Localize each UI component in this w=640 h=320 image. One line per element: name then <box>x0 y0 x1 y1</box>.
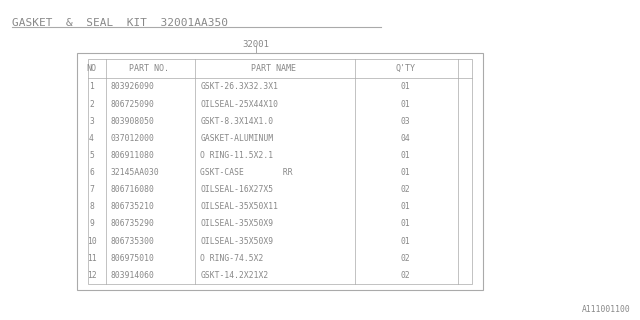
Text: 806975010: 806975010 <box>111 254 155 263</box>
Text: Q'TY: Q'TY <box>396 64 416 73</box>
Text: GASKET-ALUMINUM: GASKET-ALUMINUM <box>200 134 273 143</box>
Text: NO: NO <box>86 64 97 73</box>
Text: 806735290: 806735290 <box>111 220 155 228</box>
Text: GASKET  &  SEAL  KIT  32001AA350: GASKET & SEAL KIT 32001AA350 <box>12 18 228 28</box>
Text: 03: 03 <box>401 117 411 126</box>
Text: 10: 10 <box>86 236 97 245</box>
Text: PART NO.: PART NO. <box>129 64 169 73</box>
Text: 01: 01 <box>401 202 411 211</box>
Text: O RING-11.5X2.1: O RING-11.5X2.1 <box>200 151 273 160</box>
Text: 1: 1 <box>89 83 94 92</box>
Text: 806725090: 806725090 <box>111 100 155 108</box>
Text: PART NAME: PART NAME <box>252 64 296 73</box>
Text: 01: 01 <box>401 236 411 245</box>
Text: 32001: 32001 <box>243 40 269 49</box>
Text: 037012000: 037012000 <box>111 134 155 143</box>
Text: 01: 01 <box>401 100 411 108</box>
Text: 6: 6 <box>89 168 94 177</box>
Text: GSKT-14.2X21X2: GSKT-14.2X21X2 <box>200 271 269 280</box>
Bar <box>88 59 472 284</box>
Text: 04: 04 <box>401 134 411 143</box>
Text: A111001100: A111001100 <box>582 305 630 314</box>
Text: 3: 3 <box>89 117 94 126</box>
Text: 12: 12 <box>86 271 97 280</box>
Text: OILSEAL-35X50X9: OILSEAL-35X50X9 <box>200 236 273 245</box>
Text: O RING-74.5X2: O RING-74.5X2 <box>200 254 264 263</box>
Text: 803914060: 803914060 <box>111 271 155 280</box>
Text: 5: 5 <box>89 151 94 160</box>
Text: 8: 8 <box>89 202 94 211</box>
Text: 02: 02 <box>401 254 411 263</box>
Text: 2: 2 <box>89 100 94 108</box>
Text: 01: 01 <box>401 220 411 228</box>
Bar <box>77 53 483 290</box>
Text: 02: 02 <box>401 271 411 280</box>
Text: 01: 01 <box>401 151 411 160</box>
Text: GSKT-26.3X32.3X1: GSKT-26.3X32.3X1 <box>200 83 278 92</box>
Text: 806735210: 806735210 <box>111 202 155 211</box>
Text: OILSEAL-16X27X5: OILSEAL-16X27X5 <box>200 185 273 194</box>
Text: 02: 02 <box>401 185 411 194</box>
Text: GSKT-8.3X14X1.0: GSKT-8.3X14X1.0 <box>200 117 273 126</box>
Text: 01: 01 <box>401 168 411 177</box>
Text: 806735300: 806735300 <box>111 236 155 245</box>
Text: OILSEAL-35X50X9: OILSEAL-35X50X9 <box>200 220 273 228</box>
Text: 7: 7 <box>89 185 94 194</box>
Text: 806716080: 806716080 <box>111 185 155 194</box>
Text: 803926090: 803926090 <box>111 83 155 92</box>
Text: OILSEAL-35X50X11: OILSEAL-35X50X11 <box>200 202 278 211</box>
Text: 9: 9 <box>89 220 94 228</box>
Text: 806911080: 806911080 <box>111 151 155 160</box>
Text: OILSEAL-25X44X10: OILSEAL-25X44X10 <box>200 100 278 108</box>
Text: 11: 11 <box>86 254 97 263</box>
Text: 4: 4 <box>89 134 94 143</box>
Text: 803908050: 803908050 <box>111 117 155 126</box>
Text: 01: 01 <box>401 83 411 92</box>
Text: GSKT-CASE        RR: GSKT-CASE RR <box>200 168 293 177</box>
Text: 32145AA030: 32145AA030 <box>111 168 159 177</box>
